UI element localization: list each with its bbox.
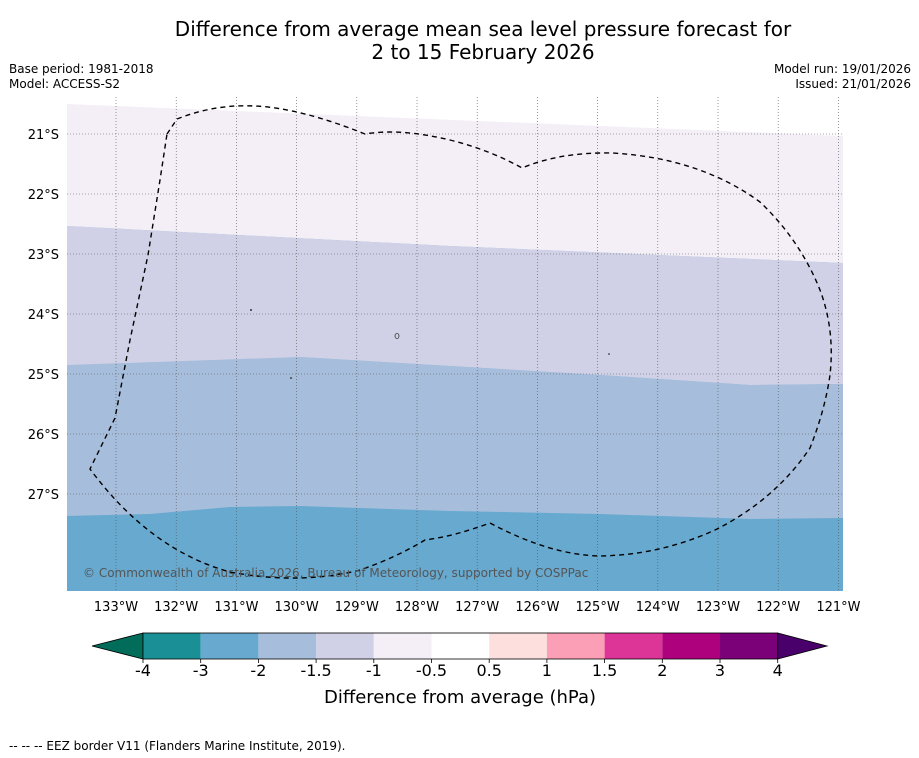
colorbar-segment xyxy=(143,633,201,659)
lat-label: 26°S xyxy=(28,428,59,443)
longitude-labels: 133°W 132°W 131°W 130°W 129°W 128°W 127°W 126°W… xyxy=(94,600,861,615)
lat-label: 24°S xyxy=(28,308,59,323)
island xyxy=(289,377,293,379)
islands xyxy=(250,309,610,379)
colorbar-tick-label: -0.5 xyxy=(416,661,447,680)
island xyxy=(250,309,252,311)
map-figure: © Commonwealth of Australia 2026, Bureau… xyxy=(28,97,861,708)
colorbar-segment xyxy=(489,633,547,659)
colorbar-tick-label: 3 xyxy=(715,661,725,680)
lon-label: 126°W xyxy=(515,600,559,615)
colorbar-tick-label: 4 xyxy=(773,661,783,680)
lon-label: 130°W xyxy=(275,600,319,615)
lon-label: 129°W xyxy=(335,600,379,615)
lon-label: 122°W xyxy=(756,600,800,615)
colorbar-segment xyxy=(373,633,432,659)
colorbar: -4 -3 -2 -1.5 -1 -0.5 0.5 1 1.5 2 3 4 xyxy=(91,632,829,680)
model-name: Model: ACCESS-S2 xyxy=(9,77,121,91)
colorbar-tick-label: 2 xyxy=(657,661,667,680)
colorbar-segment xyxy=(431,633,490,659)
island xyxy=(608,353,610,355)
title-line-2: 2 to 15 February 2026 xyxy=(371,40,595,64)
lon-label: 124°W xyxy=(636,600,680,615)
graticule xyxy=(67,97,843,591)
colorbar-segment xyxy=(604,633,663,659)
lat-label: 21°S xyxy=(28,128,59,143)
meta-right: Model run: 19/01/2026 Issued: 21/01/2026 xyxy=(774,62,911,92)
colorbar-over-arrow xyxy=(777,632,829,660)
lat-label: 25°S xyxy=(28,368,59,383)
title-line-1: Difference from average mean sea level p… xyxy=(174,17,792,41)
lon-label: 125°W xyxy=(576,600,620,615)
map-title: Difference from average mean sea level p… xyxy=(0,18,919,64)
lon-label: 127°W xyxy=(455,600,499,615)
colorbar-segment xyxy=(258,633,317,659)
lat-label: 22°S xyxy=(28,188,59,203)
meta-left: Base period: 1981-2018 Model: ACCESS-S2 xyxy=(9,62,154,92)
colorbar-tick-label: 1 xyxy=(542,661,552,680)
lat-label: 27°S xyxy=(28,488,59,503)
band-minus2-to-minus1-5 xyxy=(67,357,843,519)
lon-label: 128°W xyxy=(395,600,439,615)
lat-label: 23°S xyxy=(28,248,59,263)
colorbar-tick-label: -4 xyxy=(135,661,151,680)
colorbar-tick-label: -2 xyxy=(250,661,266,680)
issued-date: Issued: 21/01/2026 xyxy=(795,77,911,91)
lon-label: 121°W xyxy=(816,600,860,615)
colorbar-segment xyxy=(546,633,605,659)
colorbar-tick-label: -1.5 xyxy=(300,661,331,680)
eez-footnote: -- -- -- EEZ border V11 (Flanders Marine… xyxy=(9,739,346,753)
colorbar-segment xyxy=(200,633,259,659)
colorbar-segment xyxy=(720,633,778,659)
base-period: Base period: 1981-2018 xyxy=(9,62,154,76)
model-run: Model run: 19/01/2026 xyxy=(773,62,911,76)
map-area: © Commonwealth of Australia 2026, Bureau… xyxy=(67,97,843,591)
colorbar-under-arrow xyxy=(91,632,144,660)
band-minus1-to-minus0-5 xyxy=(67,97,843,263)
colorbar-tick-label: -1 xyxy=(366,661,382,680)
island xyxy=(394,333,400,339)
copyright-text: © Commonwealth of Australia 2026, Bureau… xyxy=(83,566,588,580)
lon-label: 131°W xyxy=(214,600,258,615)
colorbar-segment xyxy=(316,633,374,659)
colorbar-tick-label: 0.5 xyxy=(476,661,501,680)
lon-label: 123°W xyxy=(696,600,740,615)
band-minus1-5-to-minus1 xyxy=(67,226,843,385)
colorbar-outline xyxy=(142,632,779,660)
lon-label: 132°W xyxy=(154,600,198,615)
colorbar-tick-label: -3 xyxy=(193,661,209,680)
colorbar-segment xyxy=(662,633,720,659)
colorbar-title: Difference from average (hPa) xyxy=(324,687,596,708)
colorbar-tick-label: 1.5 xyxy=(592,661,617,680)
latitude-labels: 21°S 22°S 23°S 24°S 25°S 26°S 27°S xyxy=(28,128,59,503)
lon-label: 133°W xyxy=(94,600,138,615)
